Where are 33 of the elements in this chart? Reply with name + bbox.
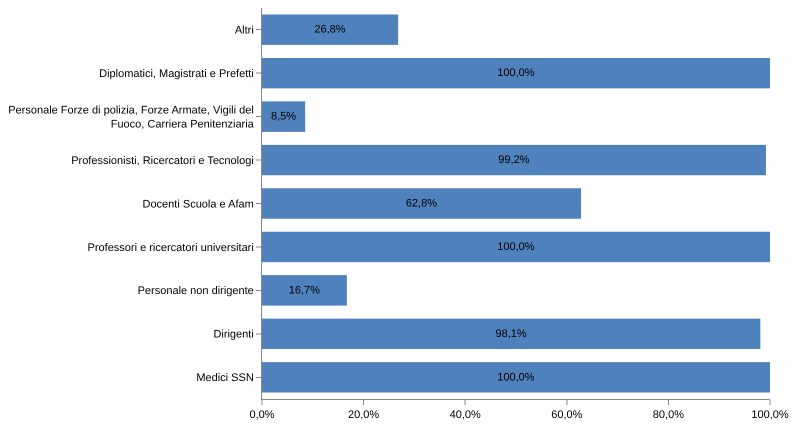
y-tick-label: Dirigenti <box>213 328 254 341</box>
x-tick-label: 80,0% <box>652 409 684 422</box>
data-label: 100,0% <box>497 371 535 384</box>
bar <box>262 232 770 262</box>
y-tick-label: Medici SSN <box>196 372 254 384</box>
data-label: 26,8% <box>314 24 346 36</box>
data-label: 62,8% <box>406 198 438 210</box>
bar <box>262 188 582 219</box>
data-label: 16,7% <box>288 284 320 296</box>
y-tick-label: Diplomatici, Magistrati e Prefetti <box>99 68 254 80</box>
bar <box>262 144 766 176</box>
x-tick-label: 0,0% <box>249 409 275 422</box>
y-tick-label: Personale non dirigente <box>138 285 254 298</box>
x-tick-label: 100,0% <box>751 409 789 422</box>
y-tick-label: Professionisti, Ricercatori e Tecnologi <box>71 154 254 167</box>
bar <box>262 101 306 132</box>
y-tick-label: Altri <box>234 24 254 37</box>
x-tick-label: 60,0% <box>551 409 583 422</box>
data-label: 98,1% <box>495 328 527 340</box>
bar <box>262 275 347 306</box>
x-tick-label: 40,0% <box>450 409 482 422</box>
bar <box>262 362 770 392</box>
y-tick-label: Professori e ricercatori universitari <box>88 242 254 254</box>
bar <box>262 318 760 350</box>
x-tick-label: 20,0% <box>348 409 380 422</box>
data-label: 100,0% <box>497 67 535 80</box>
data-label: 8,5% <box>270 110 296 123</box>
y-tick-label: Personale Forze di polizia, Forze Armate, Vigili del Fuoco, Carriera Penitenziaria <box>8 104 255 131</box>
data-label: 100,0% <box>497 240 535 253</box>
bar <box>262 58 770 88</box>
data-label: 99,2% <box>498 154 530 166</box>
bar <box>262 14 398 45</box>
y-tick-label: Docenti Scuola e Afam <box>142 198 254 210</box>
